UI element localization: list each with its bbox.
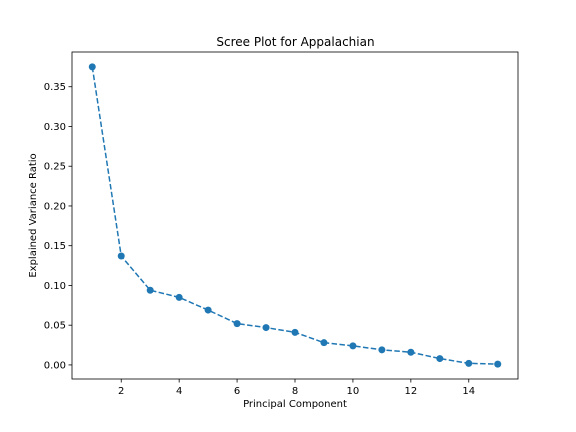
chart-title: Scree Plot for Appalachian — [216, 35, 374, 49]
y-tick-label: 0.35 — [44, 82, 66, 93]
data-point — [436, 355, 444, 363]
x-tick-label: 6 — [234, 386, 240, 397]
data-point — [320, 339, 328, 347]
x-axis: 2 4 6 8 10 12 14 — [118, 379, 475, 397]
y-tick-label: 0.20 — [44, 201, 66, 212]
data-point — [349, 342, 357, 350]
y-tick-label: 0.15 — [44, 241, 66, 252]
x-tick-label: 14 — [462, 386, 475, 397]
y-tick-label: 0.25 — [44, 162, 66, 173]
data-point — [378, 346, 386, 354]
data-point — [465, 359, 473, 367]
x-axis-label: Principal Component — [243, 399, 347, 410]
data-point — [146, 286, 154, 294]
data-point — [233, 320, 241, 328]
data-point — [88, 63, 96, 71]
data-point — [262, 324, 270, 332]
data-point — [407, 348, 415, 356]
y-tick-label: 0.30 — [44, 122, 66, 133]
y-tick-label: 0.05 — [44, 321, 66, 332]
x-tick-label: 8 — [292, 386, 298, 397]
y-tick-label: 0.10 — [44, 281, 66, 292]
data-point — [494, 360, 502, 368]
x-tick-label: 12 — [404, 386, 417, 397]
data-point — [204, 306, 212, 314]
x-tick-label: 10 — [347, 386, 360, 397]
x-tick-label: 2 — [118, 386, 124, 397]
data-point — [291, 328, 299, 336]
series-layer — [88, 63, 502, 368]
data-point — [175, 293, 183, 301]
y-axis-label: Explained Variance Ratio — [28, 153, 39, 277]
data-point — [117, 252, 125, 260]
x-tick-label: 4 — [176, 386, 182, 397]
y-tick-label: 0.00 — [44, 360, 66, 371]
y-axis: 0.00 0.05 0.10 0.15 0.20 0.25 0.30 0.35 — [44, 82, 72, 371]
